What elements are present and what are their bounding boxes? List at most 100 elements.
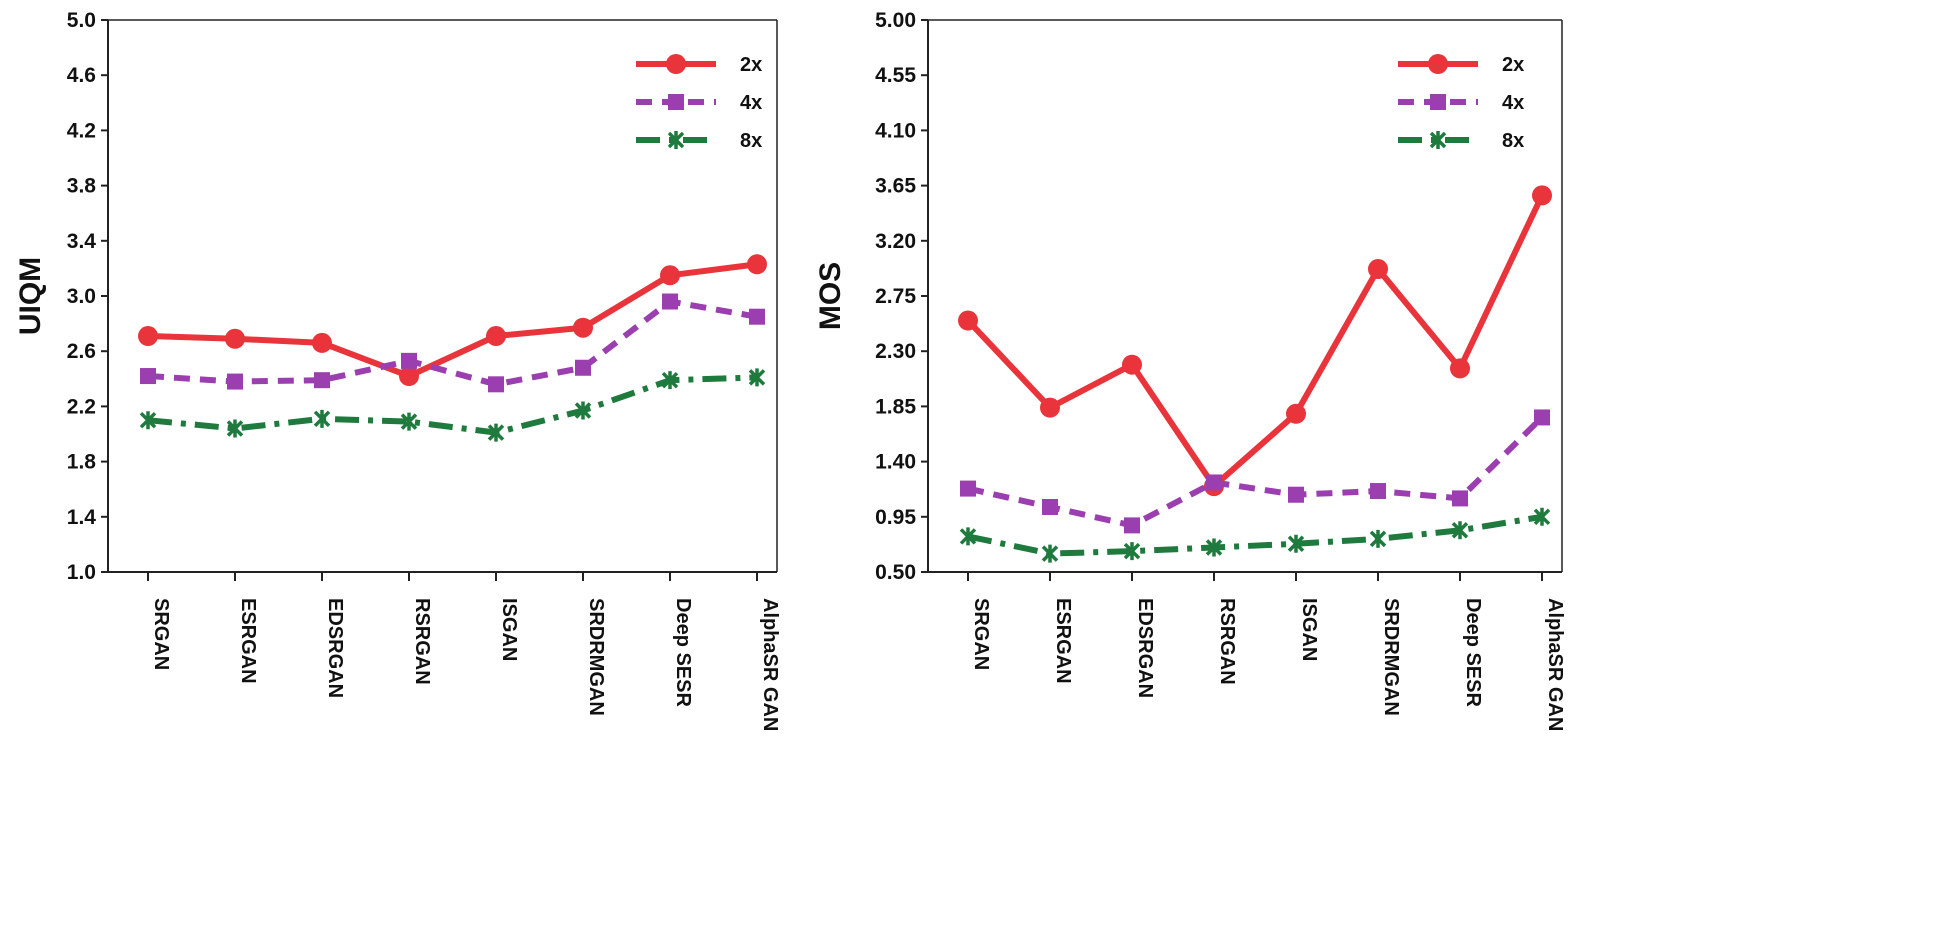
x-tick-label: EDSRGAN: [324, 598, 346, 698]
data-point-8x: [1287, 534, 1305, 553]
y-tick-label: 2.2: [67, 395, 96, 418]
data-point-8x: [1205, 538, 1223, 557]
legend-marker-4x: [1430, 94, 1446, 110]
y-tick-label: 3.65: [875, 175, 916, 198]
data-point-2x: [486, 326, 506, 347]
y-tick-label: 2.75: [875, 285, 916, 308]
x-tick-label: SRDRMGAN: [1380, 598, 1402, 716]
y-tick-label: 1.8: [67, 451, 97, 474]
data-point-2x: [1450, 358, 1470, 379]
y-tick-label: 3.0: [67, 285, 96, 308]
y-tick-label: 3.4: [67, 230, 97, 253]
data-point-4x: [960, 480, 976, 497]
legend-label: 2x: [740, 54, 762, 76]
data-point-8x: [748, 368, 766, 387]
data-point-4x: [227, 373, 243, 390]
data-point-8x: [1533, 507, 1551, 526]
x-tick-label: SRDRMGAN: [585, 598, 607, 716]
data-point-2x: [660, 265, 680, 286]
y-tick-label: 5.00: [875, 9, 916, 32]
y-tick-label: 1.0: [67, 561, 96, 584]
data-point-8x: [959, 527, 977, 546]
y-tick-label: 2.30: [875, 340, 916, 363]
mos-panel: 0.50 0.95 1.40 1.85 2.30 2.75 3.20 3.65 4.10 4.55…: [814, 9, 1566, 731]
series-line-8x: [147, 374, 758, 436]
x-tick-label: ESRGAN: [237, 598, 259, 684]
y-axis-label: MOS: [814, 262, 847, 330]
data-point-8x: [487, 423, 505, 442]
series-line-4x: [147, 298, 758, 388]
data-point-4x: [1042, 498, 1058, 515]
y-tick-label: 0.50: [875, 561, 916, 584]
data-point-4x: [1124, 517, 1140, 534]
x-tick-label: EDSRGAN: [1134, 598, 1156, 698]
data-point-2x: [1040, 397, 1060, 418]
data-point-2x: [573, 317, 593, 338]
y-tick-label: 4.10: [875, 119, 916, 142]
y-tick-label: 3.8: [67, 175, 97, 198]
data-point-4x: [1534, 409, 1550, 426]
data-point-8x: [1041, 544, 1059, 563]
y-tick-label: 3.20: [875, 230, 916, 253]
x-tick-label: AlphaSR GAN: [759, 598, 781, 731]
legend-label: 8x: [740, 130, 762, 152]
data-point-8x: [1451, 521, 1469, 540]
data-point-2x: [1286, 403, 1306, 424]
legend-marker-2x: [1428, 54, 1448, 74]
legend-label: 4x: [1502, 92, 1524, 114]
y-tick-label: 2.6: [67, 340, 96, 363]
data-point-8x: [313, 409, 331, 428]
data-point-8x: [226, 419, 244, 438]
data-point-8x: [400, 412, 418, 431]
data-point-2x: [225, 328, 245, 349]
legend-marker-8x: [1429, 131, 1447, 149]
data-point-4x: [488, 376, 504, 393]
x-tick-label: RSRGAN: [1216, 598, 1238, 685]
x-tick-label: RSRGAN: [411, 598, 433, 685]
y-axis-label: UIQM: [14, 257, 47, 335]
data-point-8x: [1123, 542, 1141, 561]
data-point-8x: [1369, 529, 1387, 548]
data-point-4x: [749, 308, 765, 325]
data-point-4x: [140, 368, 156, 385]
data-point-8x: [574, 401, 592, 420]
y-tick-label: 0.95: [875, 506, 916, 529]
data-point-2x: [399, 366, 419, 387]
legend-marker-2x: [666, 54, 686, 74]
data-point-4x: [401, 352, 417, 369]
x-tick-label: ISGAN: [498, 598, 520, 661]
data-point-4x: [1370, 483, 1386, 500]
data-point-4x: [575, 359, 591, 376]
data-point-8x: [139, 411, 157, 430]
y-tick-label: 1.4: [67, 506, 97, 529]
data-point-4x: [1288, 486, 1304, 503]
legend-label: 8x: [1502, 130, 1524, 152]
legend-label: 2x: [1502, 54, 1524, 76]
data-point-4x: [1452, 490, 1468, 507]
data-point-2x: [312, 332, 332, 353]
data-point-2x: [1122, 354, 1142, 375]
series-line-4x: [967, 415, 1545, 529]
x-tick-label: AlphaSR GAN: [1544, 598, 1566, 731]
y-tick-label: 1.85: [875, 395, 916, 418]
y-tick-label: 4.55: [875, 64, 916, 87]
y-tick-label: 4.2: [67, 119, 96, 142]
x-tick-label: Deep SESR: [1462, 598, 1484, 707]
legend-marker-8x: [667, 131, 685, 149]
legend-label: 4x: [740, 92, 762, 114]
data-point-4x: [1206, 474, 1222, 491]
data-point-8x: [661, 371, 679, 390]
uiqm-panel: 1.0 1.4 1.8 2.2 2.6 3.0 3.4 3.8 4.2 4.6 5.0 SRGAN ES…: [14, 9, 781, 731]
y-tick-label: 4.6: [67, 64, 96, 87]
x-tick-label: SRGAN: [970, 598, 992, 670]
y-tick-label: 1.40: [875, 451, 916, 474]
data-point-4x: [662, 293, 678, 310]
legend-marker-4x: [668, 94, 684, 110]
series-line-2x: [965, 194, 1545, 490]
data-point-2x: [138, 326, 158, 347]
x-tick-label: SRGAN: [150, 598, 172, 670]
data-point-2x: [1532, 185, 1552, 206]
data-point-4x: [314, 372, 330, 389]
